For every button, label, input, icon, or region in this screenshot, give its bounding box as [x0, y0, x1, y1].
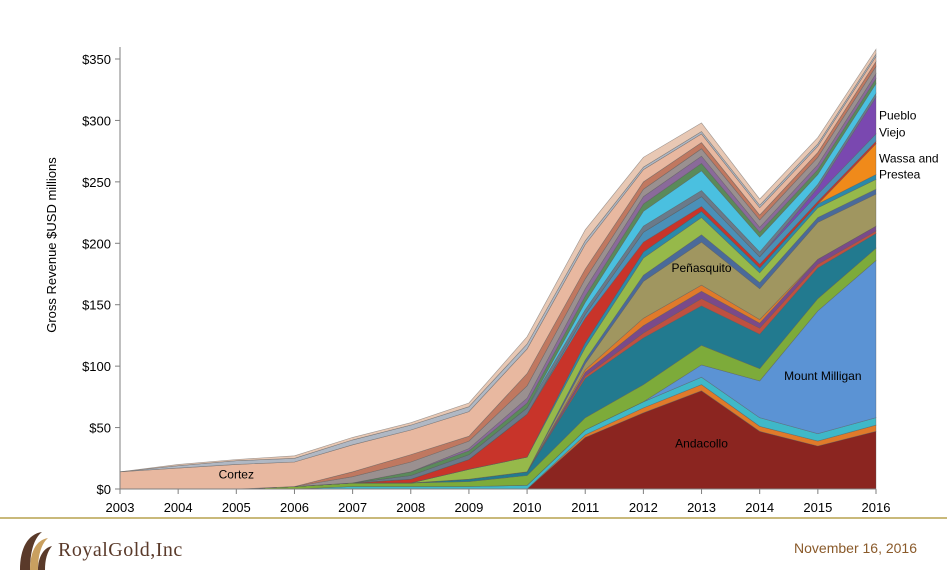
logo-wordmark: RoyalGold,Inc — [58, 538, 183, 561]
annotation-label: Peñasquito — [672, 261, 732, 275]
y-tick-label: $250 — [82, 175, 111, 190]
x-tick-label: 2015 — [803, 500, 832, 515]
y-tick-label: $50 — [89, 421, 111, 436]
y-tick-label: $300 — [82, 113, 111, 128]
annotation-label: Cortez — [219, 467, 254, 481]
area-series-25 — [119, 48, 877, 473]
annotations: Cortez Andacollo Mount Milligan Peñasquito P… — [219, 109, 939, 482]
stacked-area-chart: $0 $50 $100 $150 $200 $250 $300 $350 2003 2004 200… — [44, 47, 939, 515]
x-tick-label: 2004 — [164, 500, 193, 515]
presentation-date: November 16, 2016 — [794, 540, 917, 556]
annotation-label: Pueblo — [879, 109, 917, 123]
x-tick-label: 2008 — [396, 500, 425, 515]
area-layers — [119, 48, 877, 490]
x-tick-label: 2007 — [338, 500, 367, 515]
x-tick-label: 2009 — [454, 500, 483, 515]
company-logo: RoyalGold,Inc — [14, 528, 183, 572]
royal-gold-emblem-icon — [20, 532, 52, 570]
y-tick-label: $350 — [82, 52, 111, 67]
y-tick-label: $100 — [82, 359, 111, 374]
y-tick-label: $200 — [82, 236, 111, 251]
annotation-label: Prestea — [879, 167, 921, 181]
x-tick-label: 2005 — [222, 500, 251, 515]
x-tick-label: 2011 — [571, 500, 599, 515]
annotation-label: Mount Milligan — [784, 369, 861, 383]
x-tick-label: 2014 — [745, 500, 774, 515]
y-axis-label: Gross Revenue $USD millions — [44, 157, 59, 333]
axes: $0 $50 $100 $150 $200 $250 $300 $350 2003 2004 200… — [82, 47, 890, 515]
annotation-label: Viejo — [879, 126, 906, 140]
x-tick-label: 2013 — [687, 500, 716, 515]
x-tick-label: 2012 — [629, 500, 658, 515]
y-tick-label: $0 — [97, 482, 111, 497]
x-tick-label: 2003 — [106, 500, 135, 515]
x-tick-label: 2016 — [862, 500, 891, 515]
x-tick-label: 2010 — [513, 500, 542, 515]
annotation-label: Andacollo — [675, 437, 728, 451]
x-tick-label: 2006 — [280, 500, 309, 515]
footer-rule — [0, 517, 947, 519]
annotation-label: Wassa and — [879, 152, 939, 166]
y-tick-label: $150 — [82, 298, 111, 313]
